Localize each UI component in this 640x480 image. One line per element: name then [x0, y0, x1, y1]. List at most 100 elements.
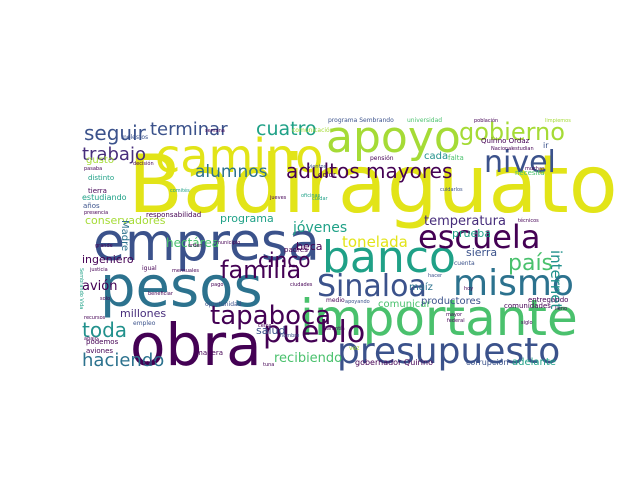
word-comites: comités [170, 187, 190, 194]
word-municipio: municipio [216, 240, 240, 246]
word-aviones: aviones [86, 347, 113, 355]
word-oficinas: oficinas [301, 193, 321, 199]
word-comunicacion: comunicación [292, 127, 334, 134]
word-siglo: siglo [521, 320, 533, 326]
word-recursos: recursos [84, 315, 106, 321]
word-tecnicos: técnicos [518, 217, 539, 224]
word-pais: país [508, 251, 553, 276]
word-vientos: vientos [308, 164, 327, 170]
word-programa: programa [220, 212, 274, 225]
word-cuidar: cuidar [312, 196, 329, 202]
word-familia: familia [220, 256, 301, 284]
word-beca: beca [296, 240, 323, 253]
word-terminar: terminar [150, 119, 228, 140]
word-banco: banco [322, 232, 456, 283]
word-tonelada: tonelada [342, 233, 408, 251]
word-prueba: prueba [452, 227, 491, 240]
word-adultos-mayores: adultos mayores [286, 159, 452, 183]
word-apoyando: apoyando [345, 299, 370, 305]
word-tapaboca: tapaboca [210, 301, 331, 331]
word-abajo: abajo [84, 336, 98, 342]
word-pasaba: pasaba [84, 166, 102, 172]
word-sierra: sierra [466, 246, 497, 259]
word-programa-sembrando: programa Sembrando [328, 117, 394, 124]
word-camino: camino [155, 129, 323, 183]
word-comunidades: comunidades [504, 302, 551, 310]
word-falta: falta [448, 154, 464, 162]
word-grande: grande [95, 243, 113, 249]
word-sinaloa: Sinaloa [317, 269, 427, 304]
word-conservadores: conservadores [85, 214, 166, 227]
word-semana: semana [205, 128, 225, 134]
word-sembrando-vida: Sembrando Vida [78, 268, 84, 309]
word-escuela: escuela [418, 218, 540, 256]
word-cuenta: cuenta [454, 260, 475, 267]
word-dolor: dolor [318, 171, 336, 179]
word-orden: orden [188, 243, 202, 249]
word-garantia: Garantía [323, 325, 345, 332]
word-presupuesto: presupuesto [337, 331, 560, 372]
word-badiraguato: Badiraguato [128, 138, 618, 231]
word-mismo: mismo [453, 263, 574, 304]
word-pension: pensión [370, 155, 394, 162]
word-pueblo: pueblo [263, 315, 365, 350]
word-estudiando: estudiando [82, 193, 127, 202]
word-responsabilidad: responsabilidad [146, 211, 201, 219]
word-quirino-ordaz: Quirino Ordaz [481, 137, 530, 145]
word-igual: igual [142, 265, 157, 272]
word-estudian: estudian [512, 146, 534, 152]
word-adelante: adelante [512, 357, 556, 368]
word-cuatro: cuatro [256, 118, 317, 140]
word-internet: internet [547, 250, 565, 309]
word-jueves: jueves [269, 195, 287, 201]
word-padres: padres [284, 246, 308, 254]
word-mayor: mayor [446, 312, 463, 318]
word-nivel: nivel [484, 145, 556, 180]
word-molestos: molestos [121, 134, 148, 141]
word-cerca: cerca [258, 323, 272, 329]
word-seguir: seguir [84, 121, 147, 145]
word-obra: obra [130, 311, 262, 379]
word-necesita: necesita [515, 169, 545, 177]
word-vez: vez [349, 345, 359, 352]
word-federal: federal [447, 318, 465, 324]
word-salud: salud [256, 324, 285, 337]
word-solo: solo [100, 296, 110, 302]
word-anos: años [83, 202, 100, 210]
word-entregando: entregando [528, 296, 568, 304]
word-lleno: lleno [555, 306, 567, 312]
word-oportunidad: oportunidad [205, 301, 242, 308]
word-tierra: tierra [88, 187, 107, 195]
word-maiz: maíz [409, 281, 433, 293]
word-limpiemos: limpiemos [545, 118, 571, 124]
word-gusto: gusto [86, 155, 114, 166]
word-cinco: cinco [258, 248, 310, 272]
word-trabajo: trabajo [82, 144, 146, 165]
word-ir: ir [543, 141, 549, 150]
word-recibiendo: recibiendo [274, 351, 342, 366]
word-poblacion: población [474, 117, 498, 124]
word-productores: productores [421, 296, 481, 307]
word-alumnos: alumnos [195, 162, 268, 182]
word-empleo: empleo [133, 320, 156, 327]
word-madre: Madre [119, 220, 130, 251]
word-salir: salir [142, 359, 157, 367]
word-apoyo: apoyo [326, 112, 461, 163]
word-gobernador-quirino: gobernador Quirino [355, 358, 433, 367]
word-gobierno: gobierno [459, 118, 565, 146]
word-cada: cada [424, 151, 448, 162]
word-justicia: justicia [89, 267, 108, 273]
word-hoy: hoy [464, 286, 473, 292]
word-muchas: muchas [525, 166, 545, 172]
word-ciudades: ciudades [290, 282, 313, 288]
word-manera: manera [196, 349, 223, 357]
word-hectarea: hectárea [166, 236, 219, 250]
word-medio: medio [326, 297, 345, 304]
word-tuna: tuna [263, 362, 274, 368]
word-universidad: universidad [407, 117, 442, 124]
word-temperatura: temperatura [424, 214, 506, 229]
word-decision: decisión [133, 160, 154, 167]
word-toda: toda [82, 318, 127, 342]
word-mensuales: mensuales [172, 268, 199, 274]
